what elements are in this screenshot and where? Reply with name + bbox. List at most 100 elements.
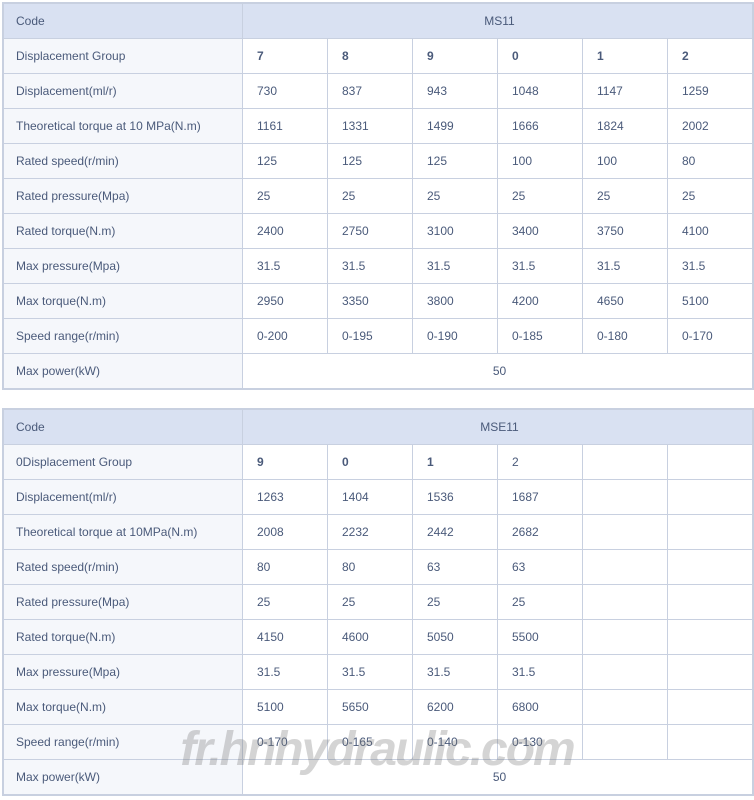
row-value: 1	[413, 445, 498, 480]
row-value: 25	[413, 585, 498, 620]
row-value: 3100	[413, 214, 498, 249]
row-value: 125	[328, 144, 413, 179]
row-value: 25	[243, 179, 328, 214]
row-value: 25	[328, 585, 413, 620]
row-label: Rated speed(r/min)	[4, 144, 243, 179]
row-value	[583, 480, 668, 515]
row-label: Rated pressure(Mpa)	[4, 179, 243, 214]
row-value: 0-140	[413, 725, 498, 760]
row-value: 2	[668, 39, 753, 74]
row-value: 5050	[413, 620, 498, 655]
table-row: Rated torque(N.m)24002750310034003750410…	[4, 214, 753, 249]
row-value: 1	[583, 39, 668, 74]
table-row: Rated speed(r/min)12512512510010080	[4, 144, 753, 179]
row-value: 80	[243, 550, 328, 585]
row-value: 3400	[498, 214, 583, 249]
row-value: 0-200	[243, 319, 328, 354]
row-value	[583, 585, 668, 620]
row-value: 31.5	[328, 655, 413, 690]
row-label: Max torque(N.m)	[4, 284, 243, 319]
row-value: 4200	[498, 284, 583, 319]
row-value: 0-180	[583, 319, 668, 354]
row-value: 3800	[413, 284, 498, 319]
row-value: 2400	[243, 214, 328, 249]
row-value: 25	[668, 179, 753, 214]
table-row: Displacement Group789012	[4, 39, 753, 74]
row-value: 31.5	[413, 655, 498, 690]
row-value: 2002	[668, 109, 753, 144]
row-value: 2232	[328, 515, 413, 550]
table-row: Rated pressure(Mpa)25252525	[4, 585, 753, 620]
row-value	[668, 550, 753, 585]
table-row: Max pressure(Mpa)31.531.531.531.5	[4, 655, 753, 690]
row-value	[668, 445, 753, 480]
row-label: Displacement(ml/r)	[4, 74, 243, 109]
row-label: Displacement(ml/r)	[4, 480, 243, 515]
row-label: Theoretical torque at 10 MPa(N.m)	[4, 109, 243, 144]
row-value: 4100	[668, 214, 753, 249]
row-value: 80	[668, 144, 753, 179]
row-value: 1259	[668, 74, 753, 109]
row-label: Max pressure(Mpa)	[4, 655, 243, 690]
row-value	[583, 445, 668, 480]
table-row: Rated speed(r/min)80806363	[4, 550, 753, 585]
row-value: 6800	[498, 690, 583, 725]
row-value: 100	[498, 144, 583, 179]
row-label: Rated speed(r/min)	[4, 550, 243, 585]
row-value: 125	[243, 144, 328, 179]
row-value: 5100	[668, 284, 753, 319]
row-value: 25	[243, 585, 328, 620]
table-row: Max torque(N.m)5100565062006800	[4, 690, 753, 725]
row-value: 1048	[498, 74, 583, 109]
row-value: 63	[413, 550, 498, 585]
row-value: 1161	[243, 109, 328, 144]
row-value: 2750	[328, 214, 413, 249]
row-value	[668, 690, 753, 725]
row-value: 0-195	[328, 319, 413, 354]
row-value: 31.5	[498, 249, 583, 284]
row-value: 31.5	[498, 655, 583, 690]
table-row: Rated pressure(Mpa)252525252525	[4, 179, 753, 214]
row-value: 2442	[413, 515, 498, 550]
row-value: 25	[498, 179, 583, 214]
row-label: Speed range(r/min)	[4, 725, 243, 760]
row-value: 3750	[583, 214, 668, 249]
row-value	[583, 620, 668, 655]
row-value: 31.5	[583, 249, 668, 284]
row-value	[668, 620, 753, 655]
table-row: Displacement(ml/r)730837943104811471259	[4, 74, 753, 109]
row-value: 2008	[243, 515, 328, 550]
row-value: 80	[328, 550, 413, 585]
row-value: 3350	[328, 284, 413, 319]
table-row: Rated torque(N.m)4150460050505500	[4, 620, 753, 655]
row-value: 31.5	[413, 249, 498, 284]
row-value: 0	[498, 39, 583, 74]
row-value: 1687	[498, 480, 583, 515]
row-value: 2	[498, 445, 583, 480]
row-value: 2682	[498, 515, 583, 550]
row-value: 0-170	[243, 725, 328, 760]
row-value: 730	[243, 74, 328, 109]
row-span-value: 50	[243, 760, 753, 795]
row-label: Rated torque(N.m)	[4, 620, 243, 655]
row-span-value: 50	[243, 354, 753, 389]
code-label: Code	[4, 4, 243, 39]
row-value	[668, 515, 753, 550]
row-value: 5650	[328, 690, 413, 725]
row-value: 25	[413, 179, 498, 214]
row-value: 8	[328, 39, 413, 74]
code-value: MS11	[243, 4, 753, 39]
row-value: 1666	[498, 109, 583, 144]
row-value: 1536	[413, 480, 498, 515]
table-row: Theoretical torque at 10MPa(N.m)20082232…	[4, 515, 753, 550]
row-value	[583, 515, 668, 550]
row-value	[668, 480, 753, 515]
code-value: MSE11	[243, 410, 753, 445]
row-value: 31.5	[243, 249, 328, 284]
row-value: 7	[243, 39, 328, 74]
table-row: Max pressure(Mpa)31.531.531.531.531.531.…	[4, 249, 753, 284]
row-value	[583, 725, 668, 760]
row-value: 6200	[413, 690, 498, 725]
row-value	[668, 585, 753, 620]
row-value: 1499	[413, 109, 498, 144]
